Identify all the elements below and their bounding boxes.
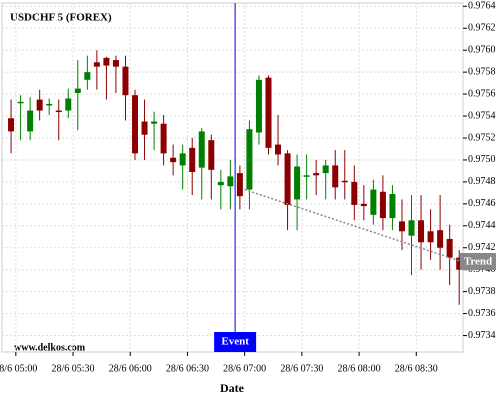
- candle-body: [398, 221, 405, 232]
- y-tick-label: 0.9742: [468, 242, 496, 253]
- candle-body: [170, 157, 177, 163]
- y-tick-label: 0.9738: [468, 286, 496, 297]
- candle-body: [179, 153, 186, 166]
- x-tick-label: 28/6 05:00: [0, 363, 37, 374]
- candle-body: [132, 95, 139, 154]
- y-tick-label: 0.9754: [468, 110, 496, 121]
- y-tick-label: 0.9760: [468, 44, 496, 55]
- y-tick-label: 0.9746: [468, 198, 496, 209]
- candle-body: [351, 181, 358, 205]
- candle-body: [36, 99, 43, 111]
- x-axis-label: Date: [220, 381, 245, 395]
- candle-body: [236, 173, 243, 197]
- candle-body: [74, 88, 81, 93]
- y-tick-label: 0.9758: [468, 66, 496, 77]
- candle-body: [408, 220, 415, 236]
- candle-body: [8, 118, 15, 132]
- candle-body: [198, 131, 205, 168]
- candle-body: [284, 153, 291, 205]
- candle-body: [141, 121, 148, 135]
- candle-body: [112, 60, 119, 67]
- candle-body: [437, 230, 444, 248]
- candle-body: [46, 103, 53, 106]
- x-tick-label: 28/6 06:00: [109, 363, 152, 374]
- x-tick-label: 28/6 07:30: [280, 363, 323, 374]
- x-tick-label: 28/6 08:00: [338, 363, 381, 374]
- candle-body: [389, 193, 396, 219]
- y-tick-label: 0.9750: [468, 154, 496, 165]
- candle-body: [322, 165, 329, 174]
- candle-body: [122, 66, 129, 96]
- candle-body: [379, 191, 386, 219]
- candle-body: [227, 176, 234, 187]
- candle-body: [151, 121, 158, 124]
- candle-body: [341, 180, 348, 183]
- watermark: www.delkos.com: [14, 342, 86, 353]
- candle-body: [255, 79, 262, 133]
- candle-body: [103, 57, 110, 66]
- candle-body: [265, 77, 272, 148]
- candle-body: [217, 181, 224, 186]
- y-tick-label: 0.9762: [468, 23, 496, 34]
- candle-body: [65, 98, 72, 111]
- candle-body: [246, 129, 253, 190]
- candle-body: [17, 101, 24, 104]
- candle-body: [446, 238, 453, 258]
- candle-body: [160, 123, 167, 154]
- x-tick-label: 28/6 07:00: [223, 363, 266, 374]
- trend-label: Trend: [464, 256, 492, 268]
- chart-title: USDCHF 5 (FOREX): [10, 12, 112, 24]
- x-tick-label: 28/6 08:30: [395, 363, 438, 374]
- candle-body: [418, 220, 425, 243]
- event-label-box: [214, 332, 257, 352]
- candle-body: [189, 147, 196, 173]
- x-tick-label: 28/6 05:30: [52, 363, 95, 374]
- candle-body: [456, 257, 463, 270]
- y-tick-label: 0.9752: [468, 132, 496, 143]
- candle-body: [294, 166, 301, 200]
- candle-body: [27, 110, 34, 132]
- candle-body: [84, 72, 91, 80]
- candle-body: [55, 110, 62, 113]
- y-tick-label: 0.9756: [468, 88, 496, 99]
- candle-body: [303, 175, 310, 177]
- trend-label-box: [460, 253, 496, 271]
- candle-body: [332, 165, 339, 188]
- y-tick-label: 0.9734: [468, 330, 496, 341]
- y-tick-label: 0.9764: [468, 1, 496, 12]
- candle-body: [313, 173, 320, 176]
- x-tick-label: 28/6 06:30: [166, 363, 209, 374]
- y-tick-label: 0.9748: [468, 176, 496, 187]
- y-tick-label: 0.9736: [468, 308, 496, 319]
- y-tick-label: 0.9744: [468, 220, 496, 231]
- candle-body: [93, 62, 100, 67]
- candle-body: [370, 189, 377, 215]
- event-label: Event: [221, 336, 249, 348]
- candle-body: [427, 231, 434, 243]
- candle-body: [275, 144, 282, 155]
- candle-body: [208, 140, 215, 170]
- candle-body: [360, 203, 367, 207]
